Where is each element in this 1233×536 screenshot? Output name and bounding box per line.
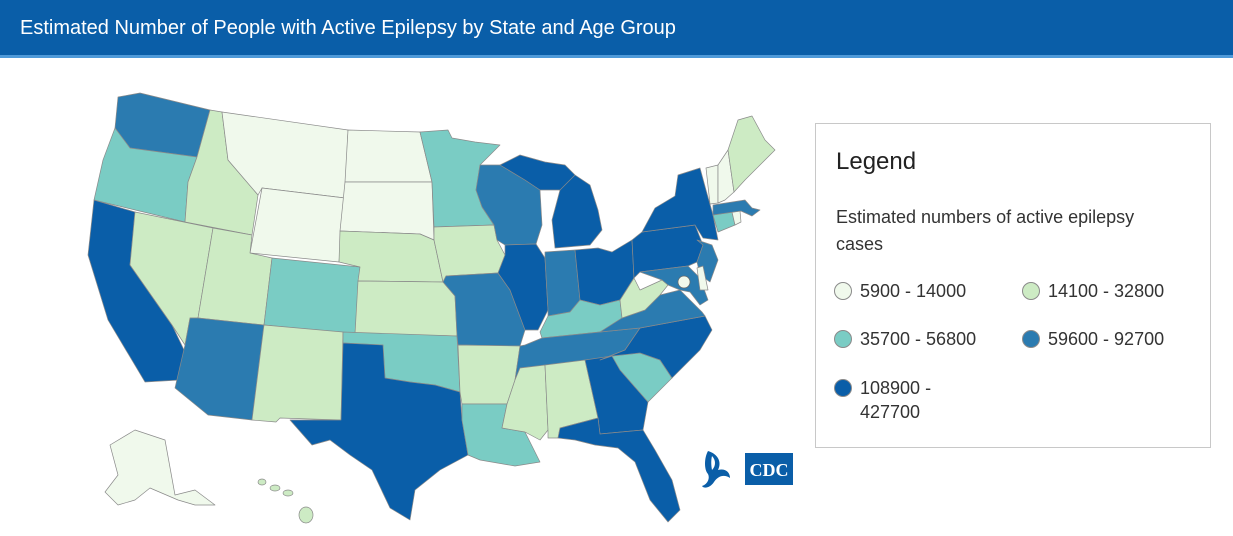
us-map xyxy=(80,85,800,530)
state-wy[interactable] xyxy=(249,187,346,263)
state-tx[interactable] xyxy=(289,342,469,521)
legend-swatch xyxy=(834,282,852,300)
legend-item: 14100 - 32800 xyxy=(1022,279,1164,303)
state-ct[interactable] xyxy=(712,211,736,233)
legend-panel: Legend Estimated numbers of active epile… xyxy=(815,123,1211,448)
state-co[interactable] xyxy=(263,257,361,335)
hhs-eagle-icon xyxy=(702,451,730,488)
cdc-logo: CDC xyxy=(745,453,793,485)
state-il[interactable] xyxy=(497,243,549,331)
legend-label: 5900 - 14000 xyxy=(860,281,967,301)
state-ny[interactable] xyxy=(641,167,719,241)
cdc-logo-text: CDC xyxy=(750,460,789,480)
state-ma[interactable] xyxy=(712,199,761,217)
page-title: Estimated Number of People with Active E… xyxy=(20,17,676,39)
state-wi[interactable] xyxy=(475,164,543,246)
legend-swatch xyxy=(834,379,852,397)
legend-title: Legend xyxy=(836,148,917,175)
state-nd[interactable] xyxy=(344,129,433,183)
state-ks[interactable] xyxy=(354,280,458,337)
state-nm[interactable] xyxy=(251,324,344,423)
legend-swatch xyxy=(1022,282,1040,300)
legend-subtitle: Estimated numbers of active epilepsy cas… xyxy=(836,207,1135,254)
us-map-svg xyxy=(87,92,776,524)
legend-label: 35700 - 56800 xyxy=(860,329,977,349)
legend-label: 59600 - 92700 xyxy=(1048,329,1165,349)
legend-label: 108900 - 427700 xyxy=(860,378,932,422)
legend-swatch xyxy=(1022,330,1040,348)
state-dc[interactable] xyxy=(677,275,691,289)
page-header: Estimated Number of People with Active E… xyxy=(0,0,1233,58)
state-md[interactable] xyxy=(639,265,709,306)
legend-swatch xyxy=(834,330,852,348)
legend-label: 14100 - 32800 xyxy=(1048,281,1165,301)
state-fl[interactable] xyxy=(557,417,681,523)
state-az[interactable] xyxy=(174,317,265,421)
legend-item: 5900 - 14000 xyxy=(834,279,966,303)
legend-item: 35700 - 56800 xyxy=(834,327,976,351)
agency-logos: CDC xyxy=(700,448,795,490)
state-me[interactable] xyxy=(727,115,776,193)
state-ms[interactable] xyxy=(501,364,549,441)
legend-item: 59600 - 92700 xyxy=(1022,327,1164,351)
state-de[interactable] xyxy=(696,265,709,291)
state-mi[interactable] xyxy=(499,154,603,249)
state-hi[interactable] xyxy=(257,478,314,524)
state-ak[interactable] xyxy=(104,429,216,506)
state-nh[interactable] xyxy=(717,149,735,204)
legend-item: 108900 - 427700 xyxy=(834,376,974,424)
